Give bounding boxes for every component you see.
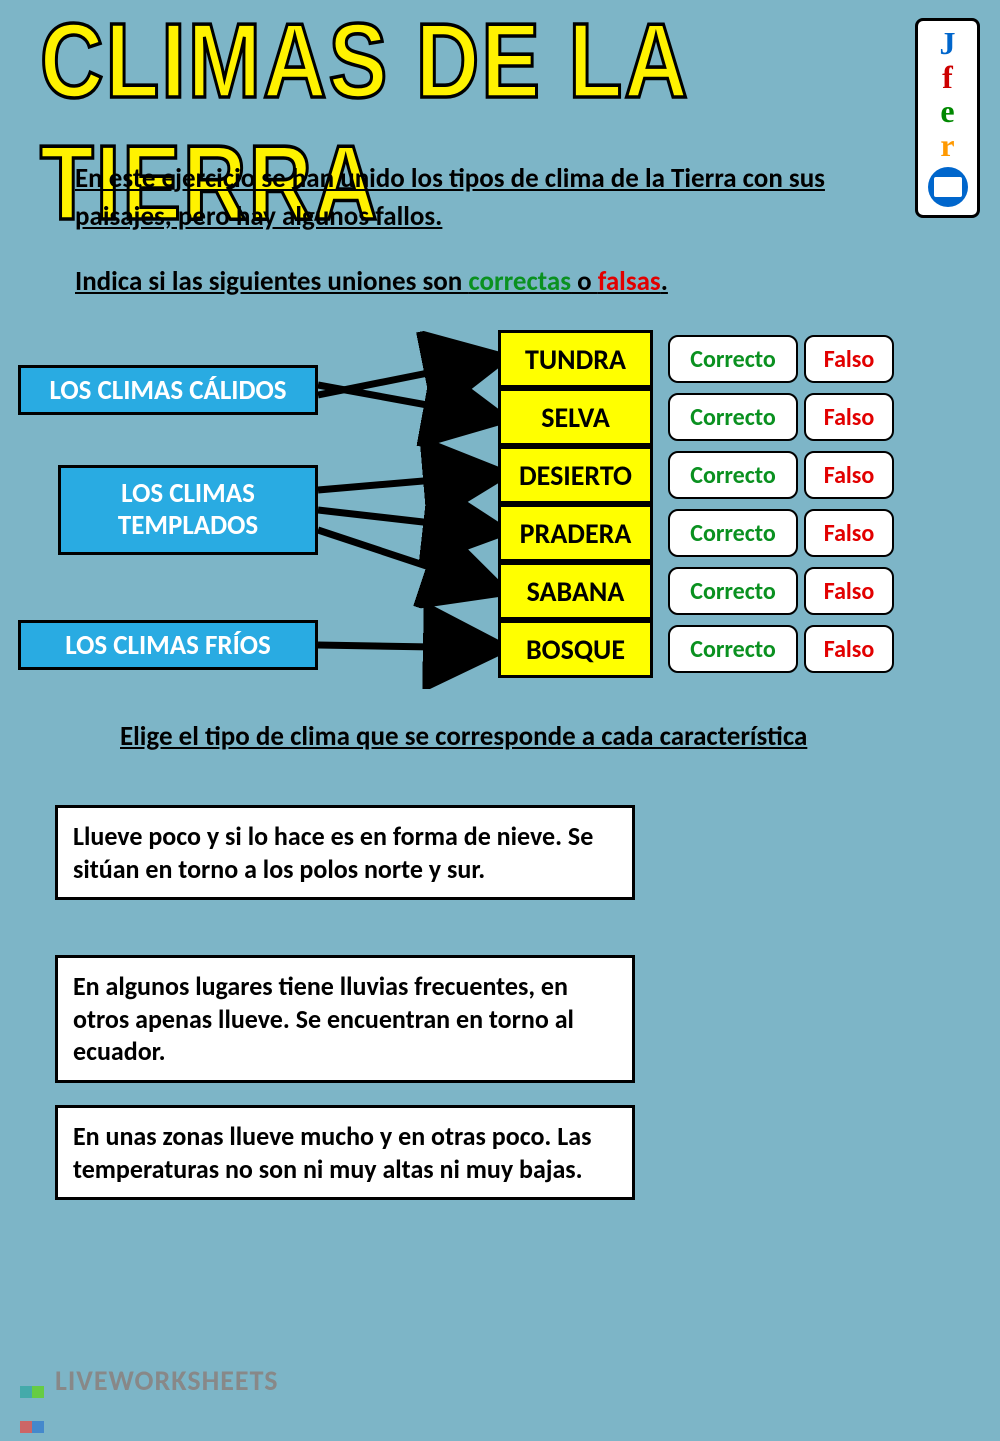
intro-text-1: En este ejercicio se han unido los tipos…	[75, 160, 880, 236]
landscape-selva: SELVA	[498, 388, 653, 446]
correcto-button[interactable]: Correcto	[668, 509, 798, 557]
correcto-button[interactable]: Correcto	[668, 567, 798, 615]
description-box-3[interactable]: En unas zonas llueve mucho y en otras po…	[55, 1105, 635, 1200]
logo-letter-j: J	[940, 27, 956, 59]
intro-text-2: Indica si las siguientes uniones son cor…	[75, 265, 668, 298]
logo-letter-f: f	[942, 61, 953, 93]
landscape-sabana: SABANA	[498, 562, 653, 620]
correctas-word: correctas	[468, 265, 571, 298]
falsas-word: falsas	[598, 265, 661, 298]
description-box-1[interactable]: Llueve poco y si lo hace es en forma de …	[55, 805, 635, 900]
correcto-button[interactable]: Correcto	[668, 393, 798, 441]
falso-button[interactable]: Falso	[804, 567, 894, 615]
watermark: LIVEWORKSHEETS	[20, 1363, 279, 1398]
falso-button[interactable]: Falso	[804, 393, 894, 441]
monitor-icon	[928, 167, 968, 207]
falso-button[interactable]: Falso	[804, 509, 894, 557]
climate-frios: LOS CLIMAS FRÍOS	[18, 620, 318, 670]
climate-calidos: LOS CLIMAS CÁLIDOS	[18, 365, 318, 415]
correcto-button[interactable]: Correcto	[668, 335, 798, 383]
logo-badge: J f e r	[915, 18, 980, 218]
climate-templados: LOS CLIMAS TEMPLADOS	[58, 465, 318, 555]
description-box-2[interactable]: En algunos lugares tiene lluvias frecuen…	[55, 955, 635, 1083]
answer-row-6: Correcto Falso	[668, 625, 894, 673]
watermark-icon	[20, 1371, 50, 1396]
watermark-text: LIVEWORKSHEETS	[55, 1363, 279, 1398]
falso-button[interactable]: Falso	[804, 451, 894, 499]
answer-row-5: Correcto Falso	[668, 567, 894, 615]
landscape-pradera: PRADERA	[498, 504, 653, 562]
logo-letter-e: e	[940, 95, 954, 127]
answer-row-2: Correcto Falso	[668, 393, 894, 441]
falso-button[interactable]: Falso	[804, 335, 894, 383]
landscape-bosque: BOSQUE	[498, 620, 653, 678]
answer-row-1: Correcto Falso	[668, 335, 894, 383]
intro2-prefix: Indica si las siguientes uniones son	[75, 265, 468, 298]
correcto-button[interactable]: Correcto	[668, 451, 798, 499]
subtitle-text: Elige el tipo de clima que se correspond…	[120, 720, 807, 753]
logo-letter-r: r	[940, 129, 954, 161]
falso-button[interactable]: Falso	[804, 625, 894, 673]
matching-diagram: LOS CLIMAS CÁLIDOS LOS CLIMAS TEMPLADOS …	[18, 330, 982, 700]
landscape-tundra: TUNDRA	[498, 330, 653, 388]
correcto-button[interactable]: Correcto	[668, 625, 798, 673]
answer-row-3: Correcto Falso	[668, 451, 894, 499]
landscape-desierto: DESIERTO	[498, 446, 653, 504]
answer-row-4: Correcto Falso	[668, 509, 894, 557]
intro2-o: o	[571, 265, 598, 298]
intro2-dot: .	[661, 265, 668, 298]
